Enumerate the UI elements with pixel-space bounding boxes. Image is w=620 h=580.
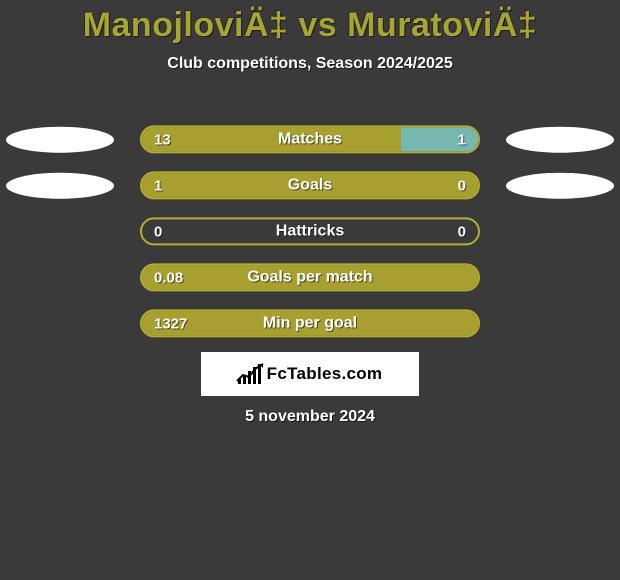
page-subtitle: Club competitions, Season 2024/2025 — [0, 55, 620, 73]
stat-bar: 0.08Goals per match — [140, 263, 480, 291]
date-label: 5 november 2024 — [0, 408, 620, 426]
brand-box: FcTables.com — [201, 352, 419, 396]
stat-bar-left: 1 — [142, 173, 478, 197]
stat-bar-left: 0.08 — [142, 265, 478, 289]
stat-row: 1327Min per goal — [0, 306, 620, 352]
player-left-shadow-icon — [6, 127, 114, 153]
stat-rows: 131Matches10Goals00Hattricks0.08Goals pe… — [0, 122, 620, 352]
stat-row: 10Goals — [0, 168, 620, 214]
stat-label: Hattricks — [276, 222, 344, 240]
stat-bar: 10Goals — [140, 171, 480, 199]
stat-bar-right: 1 — [401, 127, 478, 151]
brand-logo-icon — [238, 364, 261, 384]
stat-row: 131Matches — [0, 122, 620, 168]
stat-bar-left: 0 — [142, 219, 174, 243]
stat-bar-right: 0 — [446, 219, 478, 243]
stat-right-value: 0 — [446, 177, 478, 194]
stat-left-value: 1327 — [142, 315, 199, 332]
stat-bar-right: 0 — [446, 173, 478, 197]
stat-bar: 1327Min per goal — [140, 309, 480, 337]
stat-right-value: 0 — [446, 223, 478, 240]
player-right-shadow-icon — [506, 173, 614, 199]
player-left-shadow-icon — [6, 173, 114, 199]
stat-bar-left: 1327 — [142, 311, 478, 335]
stat-left-value: 0.08 — [142, 269, 195, 286]
stat-row: 0.08Goals per match — [0, 260, 620, 306]
stat-bar: 0 0 Hattricks — [140, 217, 480, 245]
stat-left-value: 0 — [142, 223, 174, 240]
page-title: ManojloviÄ‡ vs MuratoviÄ‡ — [0, 0, 620, 45]
stat-right-value: 1 — [446, 131, 478, 148]
player-right-shadow-icon — [506, 127, 614, 153]
stat-left-value: 1 — [142, 177, 174, 194]
brand-text: FcTables.com — [267, 364, 383, 384]
stat-row: 0 0 Hattricks — [0, 214, 620, 260]
stat-left-value: 13 — [142, 131, 183, 148]
comparison-canvas: ManojloviÄ‡ vs MuratoviÄ‡ Club competiti… — [0, 0, 620, 580]
stat-bar: 131Matches — [140, 125, 480, 153]
stat-bar-left: 13 — [142, 127, 401, 151]
